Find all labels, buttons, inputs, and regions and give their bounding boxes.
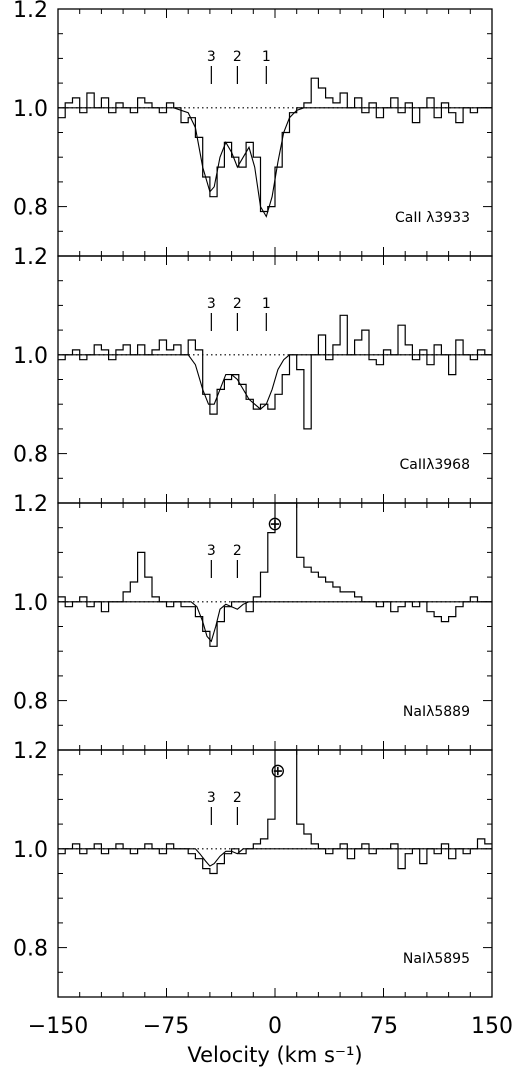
- model-fit-line: [58, 107, 492, 218]
- y-tick-label: 1.0: [13, 591, 48, 616]
- panel-label: CaIIλ3968: [399, 457, 470, 473]
- panel: 0.8 1.0 1.2 3 2 ⊕ NaIλ5889: [13, 492, 493, 751]
- component-label: 3: [207, 49, 216, 65]
- y-tick-label: 1.2: [13, 739, 48, 764]
- earth-symbol-icon: ⊕: [267, 513, 283, 535]
- panel: 0.8 1.0 1.2 3 2 1 CaII λ3933: [13, 0, 493, 257]
- y-tick-label: 1.0: [13, 97, 48, 122]
- component-label: 3: [207, 543, 216, 559]
- spectrum-histogram: [58, 749, 492, 875]
- y-tick-label: 0.8: [13, 443, 48, 468]
- component-label: 1: [262, 49, 271, 65]
- y-tick-label: 1.2: [13, 245, 48, 270]
- y-tick-label: 0.8: [13, 196, 48, 221]
- panel: 0.8 1.0 1.2 3 2 1 CaIIλ3968: [13, 245, 493, 504]
- spectrum-histogram: [58, 77, 492, 213]
- x-tick-label: 0: [268, 1014, 282, 1039]
- y-tick-label: 1.0: [13, 344, 48, 369]
- model-fit-line: [58, 354, 492, 410]
- spectrum-histogram: [58, 314, 492, 430]
- component-label: 2: [233, 296, 242, 312]
- y-tick-label: 0.8: [13, 690, 48, 715]
- model-fit-line: [58, 848, 492, 867]
- component-label: 2: [233, 49, 242, 65]
- x-tick-label: −150: [28, 1014, 88, 1039]
- y-tick-label: 1.2: [13, 0, 48, 23]
- y-tick-label: 1.0: [13, 838, 48, 863]
- component-label: 3: [207, 790, 216, 806]
- component-label: 3: [207, 296, 216, 312]
- component-label: 2: [233, 790, 242, 806]
- y-tick-label: 0.8: [13, 937, 48, 962]
- panel-label: CaII λ3933: [395, 210, 470, 226]
- y-tick-label: 1.2: [13, 492, 48, 517]
- x-tick-label: −75: [143, 1014, 189, 1039]
- model-fit-line: [58, 601, 492, 643]
- x-tick-label: 75: [370, 1014, 398, 1039]
- x-axis-tick-labels: −150 −75 0 75 150: [28, 1014, 513, 1039]
- panel: 0.8 1.0 1.2 3 2 ⊕ NaIλ5895: [13, 739, 493, 998]
- component-label: 1: [262, 296, 271, 312]
- earth-symbol-icon: ⊕: [270, 760, 286, 782]
- component-label: 2: [233, 543, 242, 559]
- panel-label: NaIλ5895: [403, 951, 470, 967]
- panel-label: NaIλ5889: [403, 704, 470, 720]
- x-axis-label: Velocity (km s⁻¹): [187, 1043, 362, 1067]
- spectrum-histogram: [58, 502, 492, 647]
- x-tick-label: 150: [471, 1014, 513, 1039]
